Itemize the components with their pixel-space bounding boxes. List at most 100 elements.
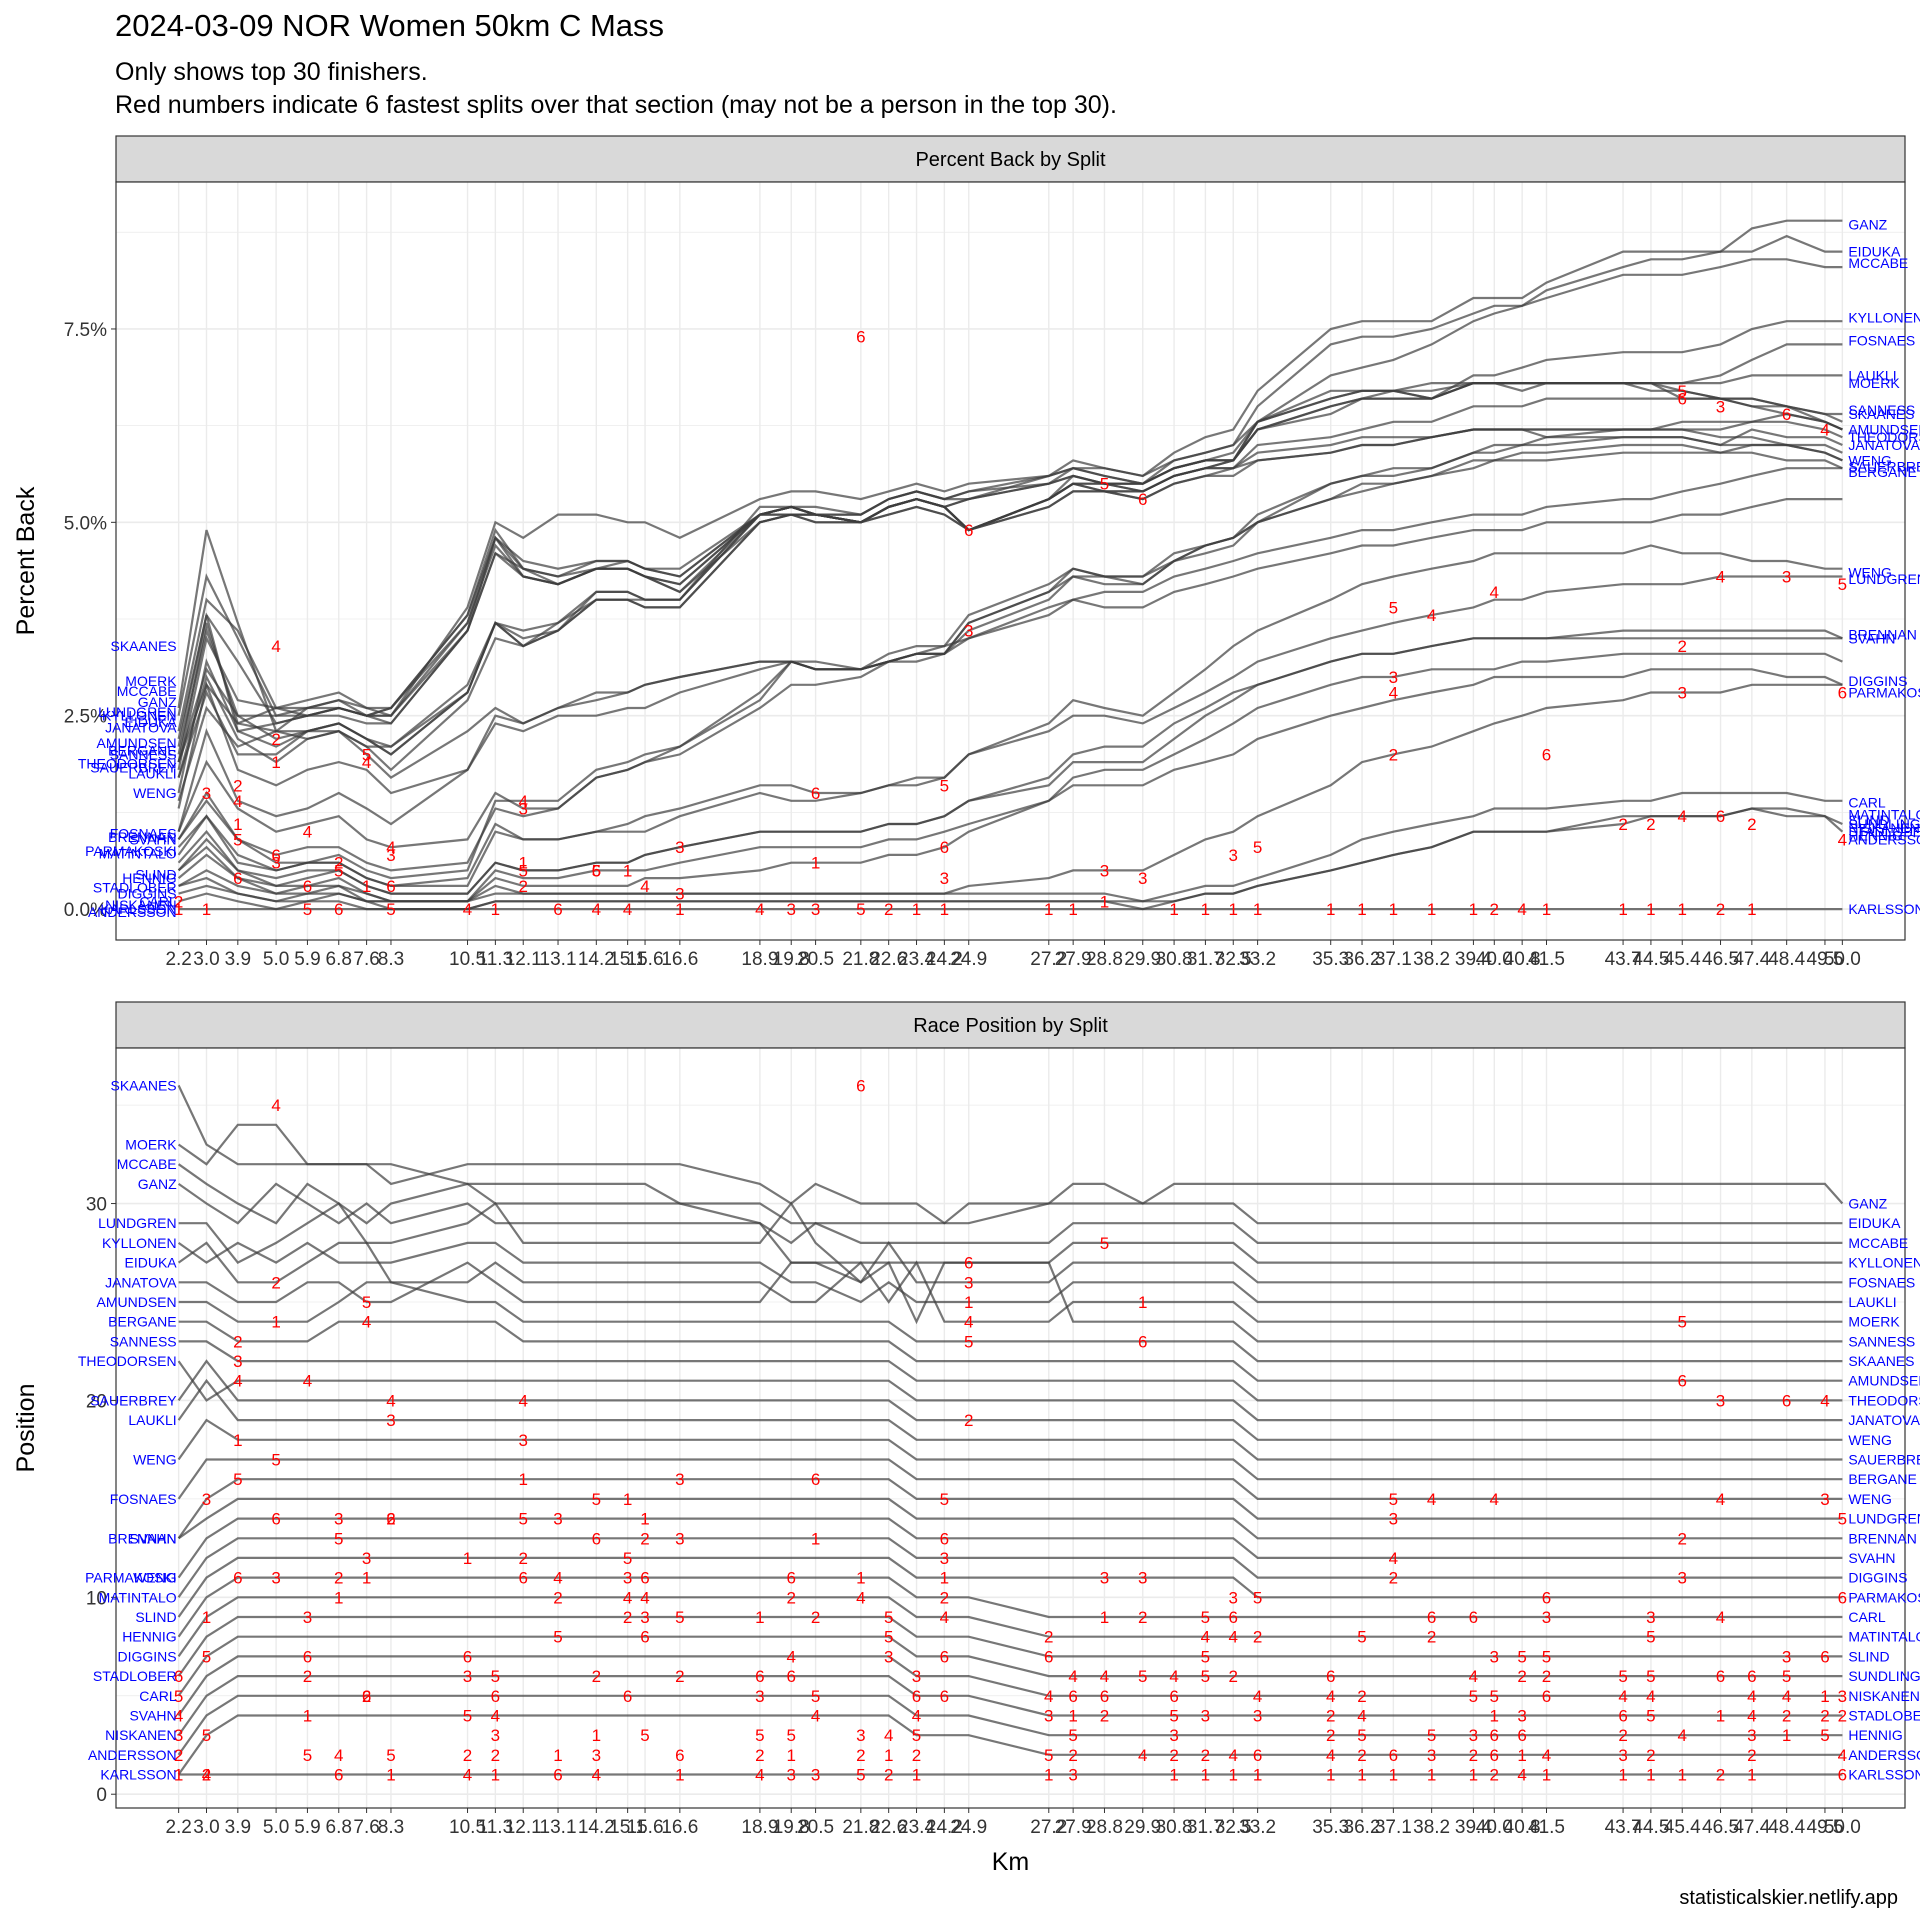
split-rank-label: 1 bbox=[623, 861, 632, 880]
split-rank-label: 1 bbox=[856, 1569, 865, 1588]
split-rank-label: 3 bbox=[463, 1667, 472, 1686]
x-tick-label: 29.9 bbox=[1124, 1817, 1161, 1838]
split-rank-label: 6 bbox=[1517, 1726, 1526, 1745]
split-rank-label: 1 bbox=[811, 854, 820, 873]
athlete-start-label: KARLSSON bbox=[100, 901, 176, 917]
split-rank-label: 6 bbox=[786, 1667, 795, 1686]
athlete-start-label: LAUKLI bbox=[128, 766, 176, 782]
athlete-start-label: KYLLONEN bbox=[102, 708, 177, 724]
split-rank-label: 4 bbox=[334, 1746, 343, 1765]
athlete-start-label: CARL bbox=[139, 1688, 177, 1704]
split-rank-label: 4 bbox=[884, 1726, 893, 1745]
split-rank-label: 1 bbox=[303, 1706, 312, 1725]
x-tick-label: 46.5 bbox=[1702, 949, 1739, 970]
split-rank-label: 2 bbox=[1357, 1746, 1366, 1765]
split-rank-label: 3 bbox=[1229, 1588, 1238, 1607]
x-tick-label: 35.3 bbox=[1312, 949, 1349, 970]
split-rank-label: 4 bbox=[386, 838, 395, 857]
x-tick-label: 7.6 bbox=[353, 949, 379, 970]
split-rank-label: 4 bbox=[1357, 1706, 1366, 1725]
split-rank-label: 6 bbox=[1542, 1687, 1551, 1706]
split-rank-label: 2 bbox=[912, 1746, 921, 1765]
athlete-start-label: JANATOVA bbox=[105, 1274, 177, 1290]
split-rank-label: 5 bbox=[1357, 1628, 1366, 1647]
split-rank-label: 2 bbox=[1678, 1529, 1687, 1548]
athlete-end-label: SUNDLING bbox=[1848, 816, 1920, 832]
series-line bbox=[177, 1478, 1843, 1539]
split-rank-label: 6 bbox=[1782, 405, 1791, 424]
split-rank-label: 3 bbox=[518, 800, 527, 819]
split-rank-label: 3 bbox=[1490, 1647, 1499, 1666]
split-rank-label: 1 bbox=[1747, 900, 1756, 919]
split-rank-label: 3 bbox=[1068, 1766, 1077, 1785]
series-line bbox=[177, 443, 1843, 872]
split-rank-label: 4 bbox=[1169, 1667, 1178, 1686]
athlete-end-label: LAUKLI bbox=[1848, 1294, 1896, 1310]
split-rank-label: 4 bbox=[463, 900, 472, 919]
split-rank-label: 6 bbox=[1229, 1608, 1238, 1627]
y-tick-label: 10 bbox=[86, 1588, 107, 1609]
split-rank-label: 3 bbox=[912, 1667, 921, 1686]
split-rank-label: 6 bbox=[362, 1687, 371, 1706]
split-rank-label: 3 bbox=[303, 1608, 312, 1627]
athlete-end-label: SVAHN bbox=[1848, 630, 1895, 646]
athlete-end-label: SKAANES bbox=[1848, 1353, 1914, 1369]
plot-background bbox=[116, 1048, 1905, 1808]
athlete-end-label: FOSNAES bbox=[1848, 1274, 1915, 1290]
split-rank-label: 1 bbox=[463, 1549, 472, 1568]
split-rank-label: 2 bbox=[491, 1746, 500, 1765]
split-rank-label: 5 bbox=[334, 861, 343, 880]
split-rank-label: 5 bbox=[592, 861, 601, 880]
x-tick-label: 2.2 bbox=[165, 1817, 191, 1838]
split-rank-label: 3 bbox=[1427, 1746, 1436, 1765]
split-rank-label: 3 bbox=[553, 1510, 562, 1529]
athlete-start-label: SLIND bbox=[135, 866, 176, 882]
split-rank-label: 3 bbox=[362, 1549, 371, 1568]
split-rank-label: 4 bbox=[386, 1391, 395, 1410]
split-rank-label: 6 bbox=[1782, 1391, 1791, 1410]
split-rank-label: 1 bbox=[786, 1746, 795, 1765]
x-tick-label: 7.6 bbox=[353, 1817, 379, 1838]
split-rank-label: 5 bbox=[912, 1726, 921, 1745]
athlete-start-label: JANATOVA bbox=[105, 719, 177, 735]
plot-background bbox=[116, 182, 1905, 940]
athlete-end-label: WENG bbox=[1848, 1432, 1892, 1448]
plot-border bbox=[115, 181, 1906, 941]
split-rank-label: 3 bbox=[1542, 1608, 1551, 1627]
split-rank-label: 2 bbox=[1229, 1667, 1238, 1686]
split-rank-label: 2 bbox=[1747, 815, 1756, 834]
athlete-end-label: BRENNAN bbox=[1848, 1530, 1916, 1546]
split-rank-label: 2 bbox=[1201, 1746, 1210, 1765]
x-tick-label: 8.3 bbox=[378, 949, 404, 970]
athlete-start-label: ANDERSSON bbox=[88, 1747, 177, 1763]
athlete-end-label: GANZ bbox=[1848, 217, 1887, 233]
athlete-end-label: DIGGINS bbox=[1848, 1570, 1907, 1586]
split-rank-label: 3 bbox=[174, 1726, 183, 1745]
athlete-end-label: LUNDGREN bbox=[1848, 571, 1920, 587]
athlete-start-label: LUNDGREN bbox=[98, 1215, 177, 1231]
split-rank-label: 5 bbox=[1138, 1667, 1147, 1686]
athlete-end-label: SKAANES bbox=[1848, 406, 1914, 422]
split-rank-label: 2 bbox=[1820, 1706, 1829, 1725]
split-rank-label: 6 bbox=[755, 1667, 764, 1686]
split-rank-label: 2 bbox=[271, 730, 280, 749]
split-rank-label: 5 bbox=[553, 1628, 562, 1647]
split-rank-label: 2 bbox=[1618, 815, 1627, 834]
split-rank-label: 1 bbox=[1068, 900, 1077, 919]
athlete-end-label: SLIND bbox=[1848, 812, 1889, 828]
athlete-end-label: AMUNDSEN bbox=[1848, 422, 1920, 438]
x-tick-label: 11.3 bbox=[478, 949, 514, 970]
split-rank-label: 4 bbox=[964, 1313, 973, 1332]
split-rank-label: 6 bbox=[940, 838, 949, 857]
split-rank-label: 6 bbox=[1068, 1687, 1077, 1706]
split-rank-label: 1 bbox=[1618, 900, 1627, 919]
series-line bbox=[177, 544, 1843, 888]
x-tick-label: 47.4 bbox=[1733, 949, 1770, 970]
split-rank-label: 5 bbox=[940, 776, 949, 795]
split-rank-label: 4 bbox=[623, 900, 632, 919]
athlete-start-label: MATINTALO bbox=[99, 845, 177, 861]
series-line bbox=[177, 1378, 1843, 1461]
athlete-start-label: GANZ bbox=[138, 694, 177, 710]
split-rank-label: 3 bbox=[675, 1529, 684, 1548]
split-rank-label: 1 bbox=[1782, 1726, 1791, 1745]
